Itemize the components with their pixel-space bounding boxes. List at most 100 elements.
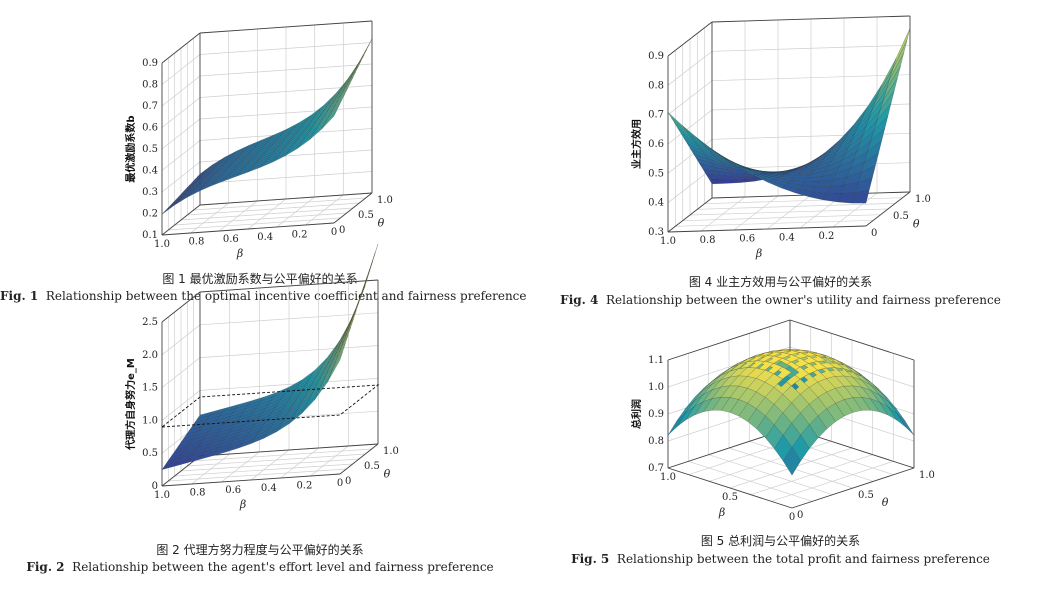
x-tick-label: 0.2: [296, 480, 312, 491]
x-axis-label: β: [236, 247, 243, 260]
y-tick-label: 0.5: [858, 490, 874, 501]
figure-5-caption-zh: 图 5 总利润与公平偏好的关系: [700, 534, 861, 548]
floor-grid-line: [704, 197, 903, 205]
z-axis-label: 总利润: [630, 399, 643, 429]
x-tick-label: 1.0: [660, 236, 676, 247]
x-tick-label: 0.5: [722, 492, 738, 503]
z-tick-label: 0.8: [648, 436, 664, 447]
figure-1-plot: 0.1 0.2 0.3 0.4 0.5 0.6 0.7 0.8 0.9 1.0 0.8 0.6 0.4 0…: [124, 20, 393, 260]
z-tick-label: 0.2: [142, 209, 158, 220]
z-tick-label: 0.6: [142, 123, 158, 134]
x-tick-label: 0.2: [818, 231, 834, 242]
y-axis-label: θ: [882, 496, 889, 509]
axis-frame-line: [339, 443, 379, 475]
z-tick-label: 0.8: [648, 80, 664, 91]
z-tick-label: 0.3: [648, 227, 664, 238]
floor-grid-line: [689, 208, 889, 216]
z-grid-line: [667, 15, 911, 57]
z-axis-label: 业主方效用: [630, 119, 643, 169]
figure-4-plot: 0.3 0.4 0.5 0.6 0.7 0.8 0.9 1.0 0.8 0.6 0.4 0.2 0 0.5…: [630, 15, 931, 260]
surface-patch: [667, 412, 686, 436]
z-tick-label: 2.0: [142, 350, 158, 361]
figure-4-caption-zh: 图 4 业主方效用与公平偏好的关系: [688, 275, 873, 289]
figure-5-title: Relationship between the total profit an…: [616, 552, 990, 566]
figure-1: 0.1 0.2 0.3 0.4 0.5 0.6 0.7 0.8 0.9 1.0 0.8 0.6 0.4 0…: [0, 0, 527, 310]
x-tick-label: 0.8: [190, 488, 206, 499]
figure-2-number: Fig. 2: [26, 560, 65, 574]
z-tick-label: 0.5: [648, 168, 664, 179]
figure-4-number: Fig. 4: [560, 293, 599, 307]
figure-5: 0.7 0.8 0.9 1.0 1.1 1.0 0.5 0 0 0.5 1.0 β θ 总利润 图 5 总…: [520, 319, 1041, 613]
figure-2-caption-en: Fig. 2 Relationship between the agent's …: [0, 560, 520, 574]
z-tick-label: 1.0: [648, 382, 664, 393]
axis-frame-line: [161, 32, 201, 64]
z-tick-label: 0.4: [142, 166, 158, 177]
z-tick-label: 0.1: [142, 230, 158, 241]
x-tick-label: 0: [337, 478, 343, 489]
axis-frame-line: [161, 222, 335, 236]
floor-grid-line: [193, 448, 372, 462]
z-tick-label: 0.7: [142, 101, 158, 112]
y-tick-label: 0: [345, 476, 351, 487]
z-tick-label: 0.7: [648, 110, 664, 121]
y-tick-label: 0: [339, 225, 345, 236]
figure-5-plot: 0.7 0.8 0.9 1.0 1.1 1.0 0.5 0 0 0.5 1.0 β θ 总利润: [630, 319, 935, 523]
y-tick-label: 1.0: [919, 470, 935, 481]
axis-frame-line: [667, 319, 791, 361]
y-axis-label: θ: [913, 217, 920, 230]
x-tick-label: 1.0: [154, 490, 170, 501]
z-grid-line: [161, 345, 379, 388]
x-tick-label: 0: [331, 227, 337, 238]
figure-1-title: Relationship between the optimal incenti…: [45, 289, 527, 303]
x-tick-label: 0.6: [223, 234, 239, 245]
surface-patch: [667, 112, 686, 130]
z-tick-label: 0: [152, 481, 158, 492]
x-axis-label: β: [755, 247, 762, 260]
x-tick-label: 1.0: [660, 472, 676, 483]
floor-grid-line: [180, 207, 354, 221]
axis-frame-line: [667, 197, 713, 233]
surface-patch: [161, 462, 178, 470]
x-tick-label: 0.2: [292, 229, 308, 240]
z-tick-label: 0.7: [648, 463, 664, 474]
x-tick-label: 1.0: [154, 239, 170, 250]
y-tick-label: 0: [871, 228, 877, 239]
axis-frame-line: [667, 225, 867, 233]
y-tick-label: 0.5: [364, 461, 380, 472]
z-tick-label: 1.0: [142, 415, 158, 426]
z-grid-line: [667, 44, 911, 86]
surface-patch: [161, 202, 178, 215]
y-axis-label: θ: [378, 217, 385, 230]
x-tick-label: 0.6: [225, 485, 241, 496]
axis-frame-line: [789, 319, 915, 361]
figure-4-caption-en: Fig. 4 Relationship between the owner's …: [520, 293, 1041, 307]
z-tick-label: 2.5: [142, 317, 158, 328]
axis-frame-line: [667, 467, 793, 509]
figure-4-title: Relationship between the owner's utility…: [606, 293, 1001, 307]
z-axis-label: 最优激励系数b: [124, 115, 137, 182]
y-tick-label: 1.0: [383, 446, 399, 457]
z-tick-label: 0.5: [142, 144, 158, 155]
figure-2-caption-zh: 图 2 代理方努力程度与公平偏好的关系: [156, 543, 364, 557]
floor-grid-line: [180, 458, 360, 472]
axis-frame-line: [161, 204, 201, 236]
x-tick-label: 0.8: [700, 235, 716, 246]
floor-grid-line: [187, 453, 366, 467]
z-tick-label: 0.4: [648, 198, 664, 209]
z-tick-label: 0.9: [142, 58, 158, 69]
x-axis-label: β: [718, 506, 725, 519]
y-tick-label: 0.5: [358, 210, 374, 221]
floor-grid-line: [187, 202, 360, 216]
figure-2-title: Relationship between the agent's effort …: [72, 560, 494, 574]
z-tick-label: 0.6: [648, 139, 664, 150]
axis-frame-line: [711, 15, 911, 23]
x-tick-label: 0.4: [257, 232, 273, 243]
floor-grid-line: [193, 197, 366, 211]
x-tick-label: 0.6: [739, 234, 755, 245]
figure-1-caption-en: Fig. 1 Relationship between the optimal …: [0, 289, 527, 303]
z-tick-label: 1.5: [142, 383, 158, 394]
figure-2: 0 0.5 1.0 1.5 2.0 2.5 1.0 0.8 0.6 0.4 0.2 0 0 0.5 1.0 β…: [0, 243, 520, 613]
x-tick-label: 0: [789, 512, 795, 523]
z-tick-label: 0.9: [648, 51, 664, 62]
y-tick-label: 1.0: [915, 194, 931, 205]
